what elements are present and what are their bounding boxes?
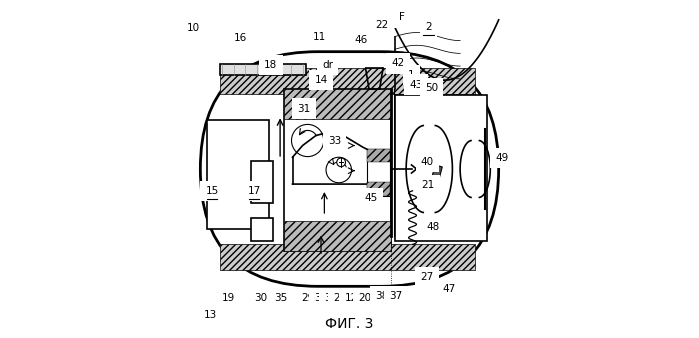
Bar	[284, 89, 391, 119]
Circle shape	[326, 157, 352, 183]
Bar	[395, 95, 487, 241]
Text: 33: 33	[328, 136, 341, 145]
Bar	[367, 149, 391, 196]
Text: 35: 35	[274, 293, 287, 303]
Text: 43: 43	[409, 79, 422, 90]
Text: 31: 31	[298, 104, 311, 114]
Text: 11: 11	[312, 31, 326, 42]
Text: 39: 39	[324, 293, 338, 303]
Text: 1: 1	[408, 70, 415, 80]
Text: 42: 42	[391, 58, 405, 68]
Text: 10: 10	[187, 23, 200, 33]
Text: 29: 29	[301, 293, 315, 303]
Bar	[367, 149, 391, 162]
Text: 46: 46	[354, 35, 368, 45]
Text: 38: 38	[375, 291, 388, 301]
Text: 2: 2	[425, 22, 431, 31]
Text: 27: 27	[421, 272, 434, 282]
Bar	[284, 221, 391, 251]
Text: 32: 32	[315, 293, 328, 303]
Circle shape	[291, 124, 324, 156]
Circle shape	[337, 158, 345, 167]
Bar	[220, 64, 306, 75]
Text: dr: dr	[322, 60, 333, 70]
Text: 17: 17	[247, 186, 261, 196]
Bar	[367, 183, 391, 196]
Text: 49: 49	[496, 153, 509, 163]
Text: F: F	[398, 13, 405, 23]
Bar	[207, 120, 269, 230]
Text: 15: 15	[206, 186, 219, 196]
Text: 47: 47	[442, 284, 456, 294]
Text: ФИГ. 3: ФИГ. 3	[325, 317, 374, 331]
Text: 22: 22	[376, 20, 389, 30]
Text: 20: 20	[358, 293, 371, 303]
Text: 45: 45	[365, 193, 378, 203]
Bar	[220, 244, 475, 270]
Bar	[251, 218, 273, 241]
FancyBboxPatch shape	[201, 52, 498, 286]
Text: 12: 12	[345, 293, 358, 303]
Text: 48: 48	[426, 222, 439, 232]
Text: 19: 19	[222, 293, 236, 303]
Text: 13: 13	[203, 310, 217, 320]
Text: 50: 50	[425, 83, 438, 93]
Text: 14: 14	[315, 75, 328, 85]
Text: 3: 3	[371, 15, 378, 25]
Bar	[431, 165, 442, 185]
Text: 37: 37	[389, 291, 403, 301]
Bar	[220, 68, 475, 94]
Text: 18: 18	[264, 60, 278, 70]
Text: 21: 21	[421, 180, 435, 190]
Bar	[251, 161, 273, 202]
Text: 16: 16	[234, 33, 247, 43]
Text: 26: 26	[333, 293, 346, 303]
Bar	[284, 89, 391, 251]
Text: 40: 40	[421, 156, 434, 167]
Text: 30: 30	[254, 293, 267, 303]
